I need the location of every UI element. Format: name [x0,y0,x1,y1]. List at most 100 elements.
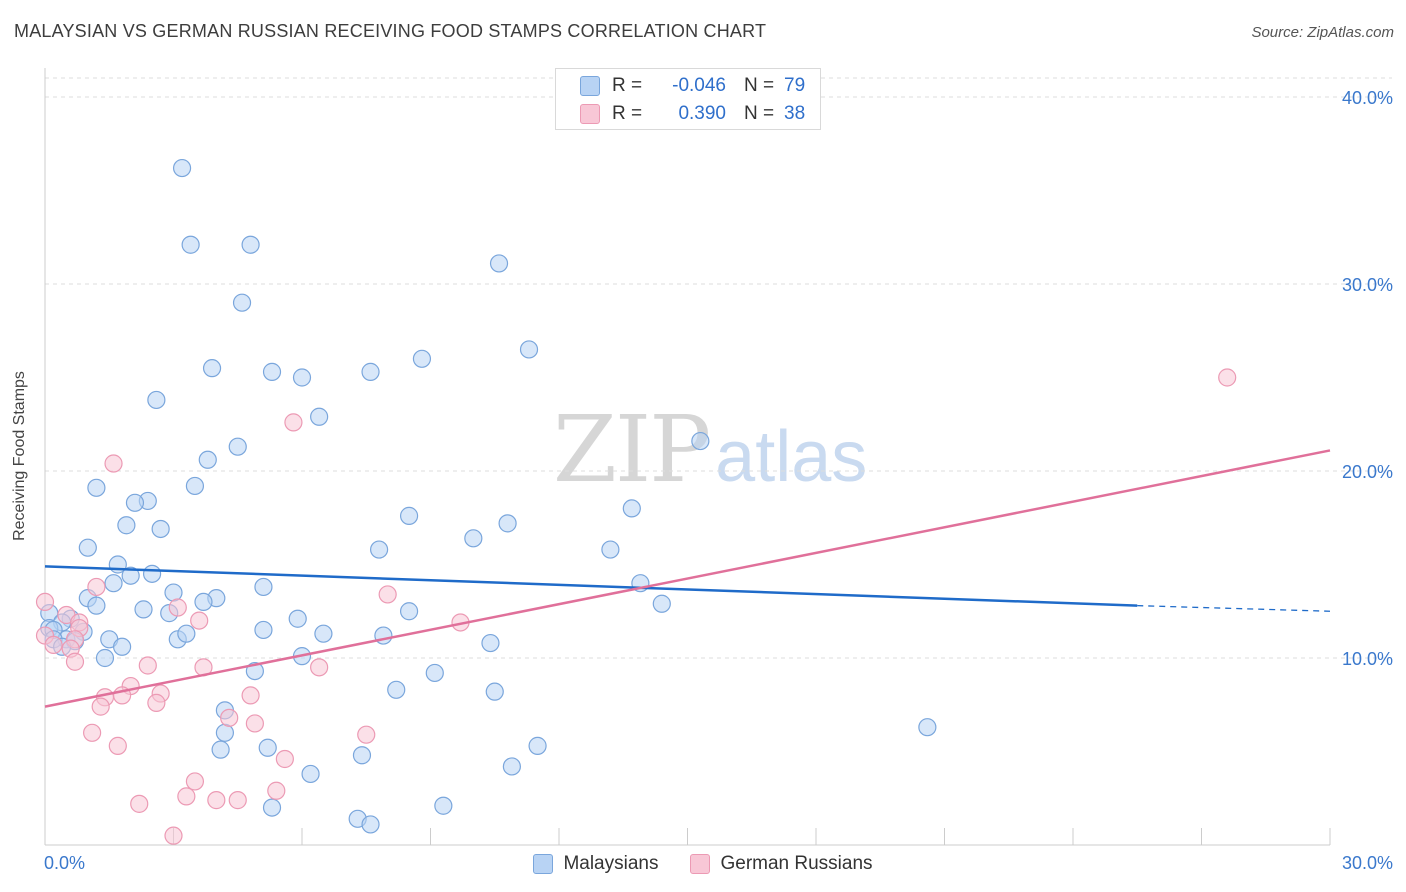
point-malaysians [87,596,106,615]
point-malaysians [310,407,329,426]
point-malaysians [498,514,517,533]
point-malaysians [228,437,247,456]
watermark-atlas: atlas [715,417,868,497]
point-malaysians [134,600,153,619]
point-malaysians [177,624,196,643]
point-malaysians [652,594,671,613]
series-legend-malaysians[interactable]: Malaysians [533,853,658,875]
point-malaysians [241,235,260,254]
point-german-russians [83,723,102,742]
series-label-malaysians: Malaysians [563,853,659,874]
point-german-russians [164,826,183,845]
point-german-russians [168,598,187,617]
point-german-russians [357,725,376,744]
point-malaysians [211,740,230,759]
point-german-russians [275,749,294,769]
trendline-malaysians [44,565,1138,607]
watermark-zip: ZIP [553,396,711,503]
watermark: ZIPatlas [553,404,867,496]
point-malaysians [181,235,200,254]
legend-n-label: N = [744,75,775,96]
point-malaysians [185,476,205,496]
point-malaysians [78,538,97,557]
point-malaysians [314,624,333,643]
series-swatch-german-russians [690,854,711,874]
point-malaysians [142,564,162,583]
point-german-russians [228,791,247,810]
point-malaysians [232,293,252,312]
point-german-russians [241,686,260,705]
point-malaysians [691,431,710,451]
point-malaysians [198,450,217,469]
source-label: Source: ZipAtlas.com [1251,24,1394,41]
point-german-russians [87,577,106,597]
point-malaysians [528,736,547,755]
point-malaysians [412,349,432,368]
point-malaysians [399,602,419,621]
point-malaysians [125,493,145,512]
point-malaysians [95,648,115,668]
legend-r-label: R = [612,75,643,96]
point-malaysians [172,158,192,178]
point-german-russians [190,611,209,630]
point-german-russians [220,708,239,727]
point-malaysians [361,815,380,834]
point-malaysians [399,506,419,525]
point-malaysians [464,529,483,548]
trendline-extension-malaysians [1137,604,1331,612]
point-german-russians [310,658,329,677]
point-malaysians [434,796,453,815]
point-malaysians [87,478,106,497]
point-malaysians [489,254,509,273]
legend-row-german-russians: R = 0.390 N = 38 [580,102,805,126]
point-german-russians [104,454,123,473]
point-malaysians [502,757,521,776]
point-german-russians [130,794,149,813]
point-german-russians [1218,368,1237,387]
point-german-russians [185,772,205,791]
point-malaysians [301,764,320,784]
series-legend: Malaysians German Russians [0,852,1406,876]
point-malaysians [121,566,140,585]
chart-title: MALAYSIAN VS GERMAN RUSSIAN RECEIVING FO… [14,21,767,41]
legend-swatch-malaysians [580,76,600,96]
correlation-legend: R = -0.046 N = 79 R = 0.390 N = 38 [555,68,821,130]
point-malaysians [258,738,277,757]
legend-r-label: R = [612,103,643,124]
point-malaysians [292,368,312,387]
legend-r-value: 0.390 [678,103,726,124]
point-german-russians [35,592,55,612]
point-german-russians [267,781,286,800]
legend-n-value: 38 [784,103,806,124]
x-tick-label: 30.0% [1342,853,1393,873]
point-malaysians [485,682,504,701]
point-malaysians [194,592,213,612]
point-german-russians [138,656,157,675]
point-malaysians [387,680,406,699]
point-malaysians [151,519,170,539]
point-malaysians [215,723,234,742]
point-malaysians [425,663,444,683]
point-malaysians [352,746,372,765]
point-german-russians [65,652,85,671]
point-german-russians [108,736,127,755]
point-malaysians [288,609,307,628]
point-german-russians [378,585,397,604]
point-malaysians [622,499,641,518]
trendline-german-russians [44,449,1331,708]
x-tick-label: 0.0% [44,853,85,873]
point-malaysians [601,540,620,559]
point-malaysians [370,540,389,559]
point-german-russians [284,413,303,432]
point-malaysians [519,340,539,359]
point-malaysians [481,633,500,653]
point-german-russians [44,635,63,655]
series-swatch-malaysians [533,854,554,874]
point-malaysians [164,583,183,602]
series-legend-german-russians[interactable]: German Russians [690,853,873,875]
point-malaysians [361,362,380,381]
point-german-russians [91,697,110,716]
point-malaysians [918,718,937,737]
legend-r-value: -0.046 [672,75,726,96]
